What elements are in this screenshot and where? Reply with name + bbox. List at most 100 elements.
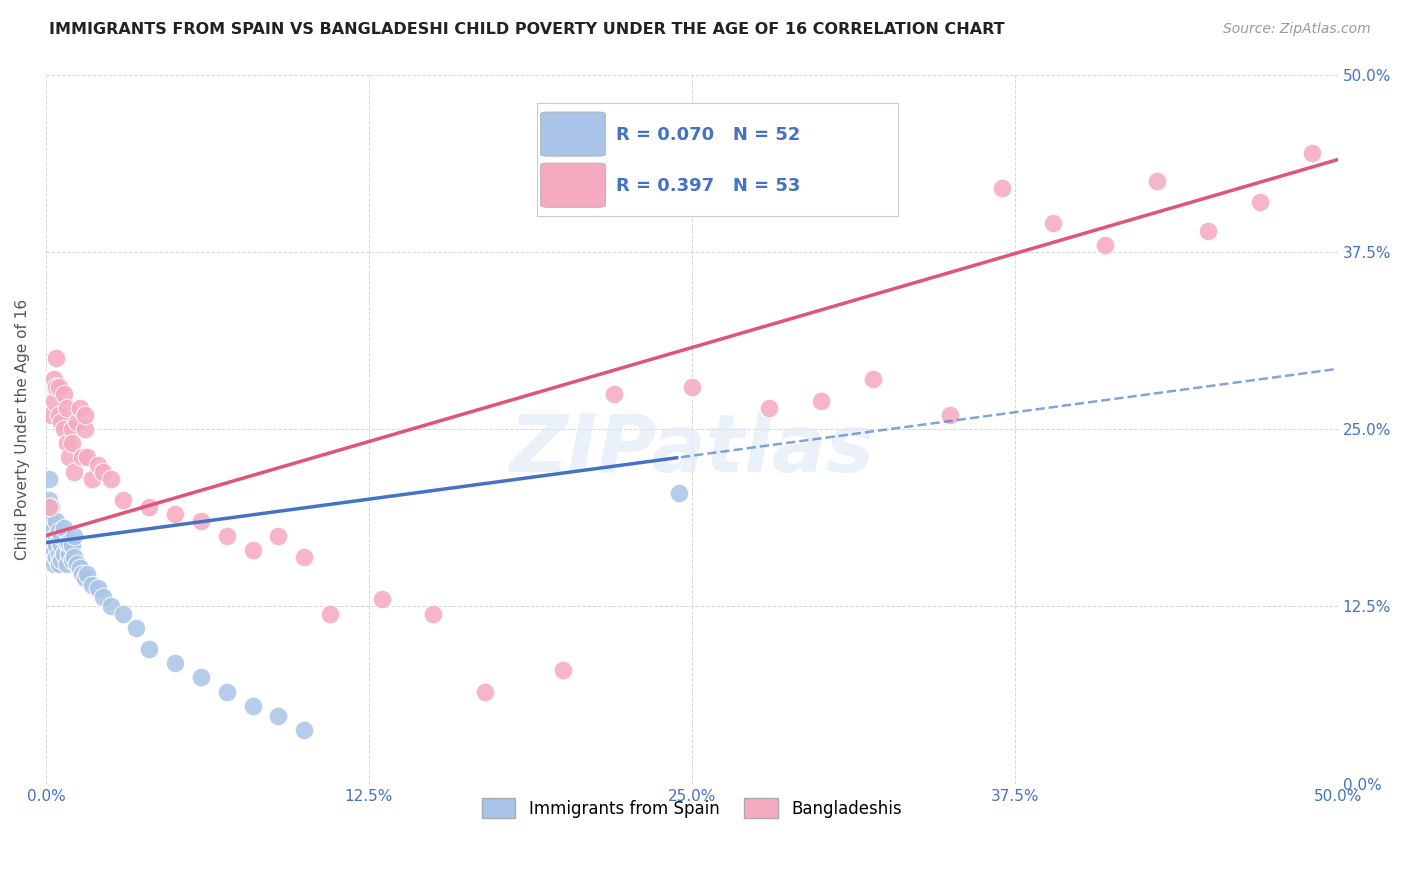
Point bbox=[76, 450, 98, 465]
Point bbox=[215, 684, 238, 698]
Point bbox=[242, 698, 264, 713]
Point bbox=[58, 450, 80, 465]
Point bbox=[58, 535, 80, 549]
Point bbox=[1249, 195, 1271, 210]
Point bbox=[53, 547, 76, 561]
Point bbox=[73, 422, 96, 436]
Point bbox=[681, 379, 703, 393]
Point bbox=[319, 607, 342, 621]
Point bbox=[862, 372, 884, 386]
Y-axis label: Child Poverty Under the Age of 16: Child Poverty Under the Age of 16 bbox=[15, 299, 30, 559]
Point bbox=[39, 500, 62, 515]
Point bbox=[42, 557, 65, 571]
Point bbox=[991, 181, 1014, 195]
Point bbox=[51, 552, 73, 566]
Point bbox=[39, 542, 62, 557]
Legend: Immigrants from Spain, Bangladeshis: Immigrants from Spain, Bangladeshis bbox=[475, 791, 908, 825]
Point bbox=[1198, 223, 1220, 237]
Point bbox=[69, 561, 91, 575]
Point bbox=[48, 557, 70, 571]
Point bbox=[38, 500, 60, 515]
Point bbox=[45, 514, 67, 528]
Point bbox=[422, 607, 444, 621]
Point bbox=[810, 393, 832, 408]
Point bbox=[60, 552, 83, 566]
Point bbox=[1146, 174, 1168, 188]
Point bbox=[63, 549, 86, 564]
Point bbox=[45, 549, 67, 564]
Point bbox=[125, 621, 148, 635]
Point bbox=[42, 393, 65, 408]
Point bbox=[668, 486, 690, 500]
Point bbox=[76, 566, 98, 581]
Text: Source: ZipAtlas.com: Source: ZipAtlas.com bbox=[1223, 22, 1371, 37]
Point bbox=[165, 507, 187, 521]
Point bbox=[51, 415, 73, 429]
Point bbox=[51, 538, 73, 552]
Point bbox=[603, 386, 626, 401]
Point bbox=[86, 458, 108, 472]
Point bbox=[48, 408, 70, 422]
Point bbox=[73, 571, 96, 585]
Point bbox=[190, 514, 212, 528]
Point bbox=[45, 351, 67, 366]
Point bbox=[58, 547, 80, 561]
Point bbox=[42, 528, 65, 542]
Point bbox=[267, 708, 290, 723]
Point bbox=[60, 538, 83, 552]
Point bbox=[112, 493, 135, 508]
Point bbox=[215, 528, 238, 542]
Point bbox=[60, 422, 83, 436]
Point bbox=[45, 379, 67, 393]
Point bbox=[38, 493, 60, 508]
Point bbox=[39, 528, 62, 542]
Point bbox=[190, 670, 212, 684]
Point bbox=[45, 528, 67, 542]
Point bbox=[42, 372, 65, 386]
Point bbox=[60, 436, 83, 450]
Point bbox=[66, 557, 89, 571]
Point bbox=[63, 528, 86, 542]
Point bbox=[55, 401, 77, 415]
Point bbox=[69, 401, 91, 415]
Point bbox=[1094, 237, 1116, 252]
Point bbox=[100, 472, 122, 486]
Point bbox=[70, 450, 93, 465]
Point bbox=[242, 542, 264, 557]
Text: IMMIGRANTS FROM SPAIN VS BANGLADESHI CHILD POVERTY UNDER THE AGE OF 16 CORRELATI: IMMIGRANTS FROM SPAIN VS BANGLADESHI CHI… bbox=[49, 22, 1005, 37]
Point bbox=[371, 592, 394, 607]
Point bbox=[100, 599, 122, 614]
Point bbox=[45, 538, 67, 552]
Point bbox=[165, 656, 187, 670]
Point bbox=[42, 535, 65, 549]
Point bbox=[551, 663, 574, 677]
Point bbox=[267, 528, 290, 542]
Point bbox=[1042, 217, 1064, 231]
Point bbox=[55, 557, 77, 571]
Point bbox=[1301, 145, 1323, 160]
Point bbox=[38, 507, 60, 521]
Point bbox=[48, 547, 70, 561]
Point bbox=[82, 472, 104, 486]
Point bbox=[91, 465, 114, 479]
Point bbox=[42, 542, 65, 557]
Point bbox=[82, 578, 104, 592]
Point bbox=[48, 379, 70, 393]
Text: ZIPatlas: ZIPatlas bbox=[509, 411, 875, 490]
Point bbox=[73, 408, 96, 422]
Point bbox=[51, 528, 73, 542]
Point bbox=[48, 533, 70, 547]
Point bbox=[53, 521, 76, 535]
Point bbox=[38, 472, 60, 486]
Point bbox=[39, 514, 62, 528]
Point bbox=[55, 436, 77, 450]
Point bbox=[86, 581, 108, 595]
Point bbox=[292, 549, 315, 564]
Point bbox=[70, 566, 93, 581]
Point bbox=[138, 642, 160, 657]
Point bbox=[758, 401, 780, 415]
Point bbox=[138, 500, 160, 515]
Point bbox=[42, 521, 65, 535]
Point bbox=[112, 607, 135, 621]
Point bbox=[939, 408, 962, 422]
